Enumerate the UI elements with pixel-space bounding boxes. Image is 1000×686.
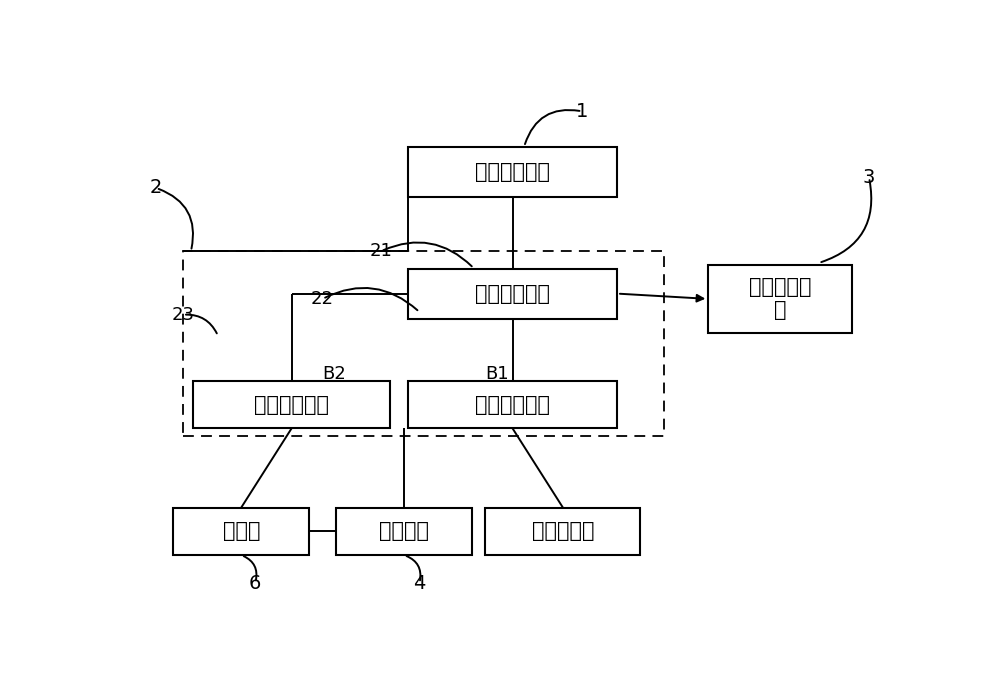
Text: 机器人控制器: 机器人控制器 — [475, 162, 550, 182]
Text: 传感器单元: 传感器单元 — [532, 521, 594, 541]
Text: 总线传输主站: 总线传输主站 — [475, 283, 550, 304]
Bar — [173, 508, 309, 555]
Bar — [408, 147, 617, 197]
Text: 3: 3 — [863, 168, 875, 187]
Text: 22: 22 — [311, 290, 334, 308]
Text: 第一接口模块: 第一接口模块 — [475, 394, 550, 414]
Bar — [183, 251, 664, 436]
Bar — [193, 381, 390, 428]
Text: 安全单元: 安全单元 — [379, 521, 429, 541]
Bar — [708, 265, 852, 333]
Text: 2: 2 — [150, 178, 162, 198]
Text: 4: 4 — [413, 573, 426, 593]
Text: 第二接口模块: 第二接口模块 — [254, 394, 329, 414]
Text: 1: 1 — [576, 102, 588, 121]
Text: 伺服驱动模
块: 伺服驱动模 块 — [749, 277, 811, 320]
Bar — [408, 381, 617, 428]
Text: 6: 6 — [249, 573, 261, 593]
Text: B1: B1 — [485, 365, 509, 383]
Bar — [485, 508, 640, 555]
Bar — [336, 508, 472, 555]
Text: 示教器: 示教器 — [222, 521, 260, 541]
Text: B2: B2 — [322, 365, 346, 383]
Text: 23: 23 — [172, 306, 195, 324]
Bar — [408, 268, 617, 319]
Text: 21: 21 — [369, 242, 392, 261]
